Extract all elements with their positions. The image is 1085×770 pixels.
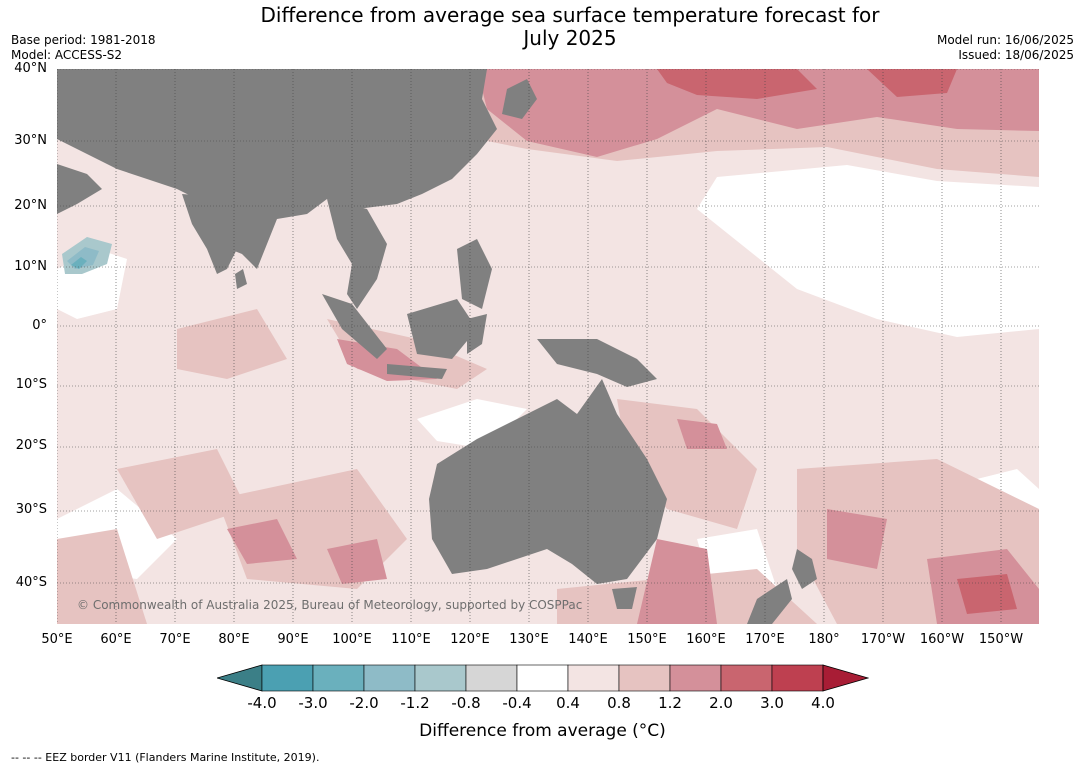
warm-patch-indian-4 — [57, 529, 147, 624]
title-line-2: July 2025 — [523, 26, 617, 50]
colorbar-title: Difference from average (°C) — [419, 721, 666, 741]
colorbar-label: -3.0 — [298, 694, 328, 712]
lat-label-20s: 20°S — [15, 438, 47, 453]
base-period-text: Base period: 1981-2018 — [11, 33, 156, 47]
land-japan — [502, 79, 537, 119]
warm-patch-indian-2 — [117, 449, 247, 539]
lat-label-40s: 40°S — [15, 575, 47, 590]
lon-label-160w: 160°W — [919, 632, 965, 647]
eez-footer: -- -- -- EEZ border V11 (Flanders Marine… — [11, 751, 320, 764]
colorbar-swatch — [261, 664, 314, 692]
copyright-text: © Commonwealth of Australia 2025, Bureau… — [77, 598, 583, 612]
title-line-1: Difference from average sea surface temp… — [260, 3, 880, 27]
colorbar-label: -1.2 — [400, 694, 430, 712]
lon-label-130e: 130°E — [509, 632, 549, 647]
land-philippines — [457, 239, 492, 309]
lat-label-20n: 20°N — [14, 198, 47, 213]
land-sumatra — [322, 294, 387, 359]
lon-label-100e: 100°E — [332, 632, 372, 647]
colorbar-label: 2.0 — [709, 694, 733, 712]
lon-label-150e: 150°E — [627, 632, 667, 647]
colorbar-swatch — [465, 664, 518, 692]
colorbar-label: 4.0 — [811, 694, 835, 712]
colorbar-label: 3.0 — [760, 694, 784, 712]
lon-label-70e: 70°E — [159, 632, 191, 647]
lat-label-40n: 40°N — [14, 61, 47, 76]
land-new-zealand-south — [747, 579, 792, 624]
neutral-patch-north-pacific — [697, 165, 1039, 337]
land-tasmania — [612, 587, 637, 609]
meta-left: Base period: 1981-2018 Model: ACCESS-S2 — [11, 33, 156, 63]
land-indochina — [327, 199, 387, 309]
colorbar-swatch — [363, 664, 416, 692]
colorbar-label: 1.2 — [658, 694, 682, 712]
land-australia — [429, 379, 667, 584]
land-new-zealand-north — [792, 549, 817, 589]
warm-patch-coral-sea — [617, 399, 757, 529]
hot-patch-tasman — [637, 539, 717, 624]
land-new-guinea — [537, 339, 657, 387]
lon-label-180: 180° — [808, 632, 840, 647]
hot-patch-south-pacific — [827, 509, 887, 569]
hot-patch-indian-south — [227, 519, 297, 564]
hotter-patch-north-pacific — [657, 69, 817, 99]
colorbar-label: -0.4 — [502, 694, 532, 712]
colorbar-label: 0.4 — [556, 694, 580, 712]
hot-patch-indian-south-2 — [327, 539, 387, 584]
colorbar-swatch — [771, 664, 824, 692]
lon-label-90e: 90°E — [277, 632, 309, 647]
hotter-patch-north-pacific-2 — [867, 69, 957, 97]
colorbar-label: -2.0 — [349, 694, 379, 712]
lon-label-80e: 80°E — [218, 632, 250, 647]
meta-right: Model run: 16/06/2025 Issued: 18/06/2025 — [937, 33, 1074, 63]
land-india — [182, 194, 247, 274]
land-sri-lanka — [235, 269, 247, 289]
lat-label-10n: 10°N — [14, 259, 47, 274]
hotter-patch-south-pacific — [957, 574, 1017, 614]
coolest-patch-arabian-sea — [71, 257, 87, 269]
graticule — [57, 69, 1039, 624]
lon-label-60e: 60°E — [100, 632, 132, 647]
colorbar-swatch — [312, 664, 365, 692]
lat-label-30n: 30°N — [14, 133, 47, 148]
map-title: Difference from average sea surface temp… — [0, 4, 1085, 50]
lon-label-50e: 50°E — [41, 632, 73, 647]
colorbar-swatch — [567, 664, 620, 692]
sst-anomaly-map — [57, 69, 1039, 624]
model-text: Model: ACCESS-S2 — [11, 48, 123, 62]
land-java — [387, 364, 447, 379]
lon-label-120e: 120°E — [450, 632, 490, 647]
colorbar-label: 0.8 — [607, 694, 631, 712]
colorbar-label: -4.0 — [247, 694, 277, 712]
lon-label-110e: 110°E — [391, 632, 431, 647]
model-run-text: Model run: 16/06/2025 — [936, 33, 1074, 47]
colorbar-arrow-low — [217, 664, 263, 692]
colorbar-swatch — [414, 664, 467, 692]
colorbar-swatch — [720, 664, 773, 692]
lon-label-170w: 170°W — [860, 632, 906, 647]
colorbar-arrow-high — [822, 664, 869, 692]
land-masses — [57, 69, 817, 624]
lon-label-170e: 170°E — [745, 632, 785, 647]
lat-label-0: 0° — [32, 318, 47, 333]
land-borneo — [407, 299, 477, 359]
warm-patch-indian-1 — [177, 309, 287, 379]
lat-label-30s: 30°S — [15, 502, 47, 517]
colorbar-swatch — [618, 664, 671, 692]
lon-label-160e: 160°E — [686, 632, 726, 647]
issued-text: Issued: 18/06/2025 — [958, 48, 1074, 62]
hot-patch-coral-sea — [677, 419, 727, 449]
colorbar-swatch — [669, 664, 722, 692]
lon-label-150w: 150°W — [978, 632, 1024, 647]
land-asia — [57, 69, 497, 269]
land-arabia — [57, 164, 102, 214]
lat-label-10s: 10°S — [15, 377, 47, 392]
colorbar-swatch — [516, 664, 569, 692]
colorbar-label: -0.8 — [451, 694, 481, 712]
land-sulawesi — [467, 314, 487, 354]
lon-label-140e: 140°E — [568, 632, 608, 647]
colorbar — [217, 664, 869, 692]
